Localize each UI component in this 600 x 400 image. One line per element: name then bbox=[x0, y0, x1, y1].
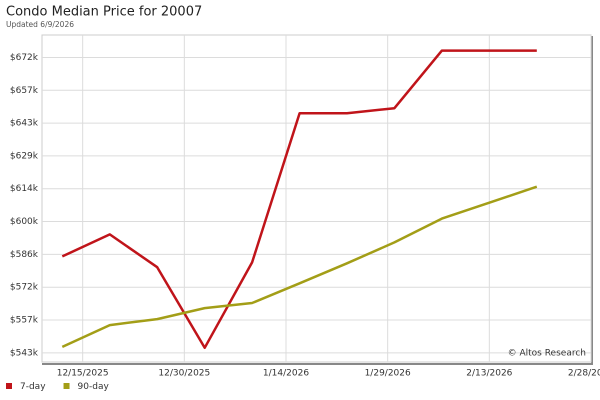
y-tick-label: $600k bbox=[10, 217, 39, 227]
y-tick-label: $543k bbox=[10, 348, 39, 358]
y-tick-label: $614k bbox=[10, 184, 39, 194]
x-tick-label: 1/29/2026 bbox=[365, 369, 411, 379]
y-tick-label: $586k bbox=[10, 250, 39, 260]
series-line bbox=[61, 185, 538, 349]
legend-label: 7-day bbox=[20, 382, 46, 392]
legend-label: 90-day bbox=[78, 382, 110, 392]
y-tick-label: $572k bbox=[10, 283, 39, 293]
x-tick-label: 12/15/2025 bbox=[57, 369, 109, 379]
x-tick-label: 12/30/2025 bbox=[158, 369, 210, 379]
y-tick-label: $657k bbox=[10, 86, 39, 96]
y-tick-label: $672k bbox=[10, 53, 39, 63]
chart-title: Condo Median Price for 20007 bbox=[6, 5, 202, 20]
x-tick-label: 2/28/2026 bbox=[568, 369, 600, 379]
plot-area bbox=[41, 34, 592, 363]
x-tick-label: 1/14/2026 bbox=[263, 369, 309, 379]
legend-swatch bbox=[63, 383, 70, 389]
x-tick-label: 2/13/2026 bbox=[466, 369, 512, 379]
legend-swatch bbox=[6, 383, 12, 389]
y-tick-label: $643k bbox=[10, 119, 39, 129]
chart-subtitle: Updated 6/9/2026 bbox=[6, 20, 74, 29]
annotation: © Altos Research bbox=[508, 349, 586, 359]
y-tick-label: $557k bbox=[10, 316, 39, 326]
y-tick-label: $629k bbox=[10, 151, 39, 161]
series-line bbox=[61, 49, 537, 350]
